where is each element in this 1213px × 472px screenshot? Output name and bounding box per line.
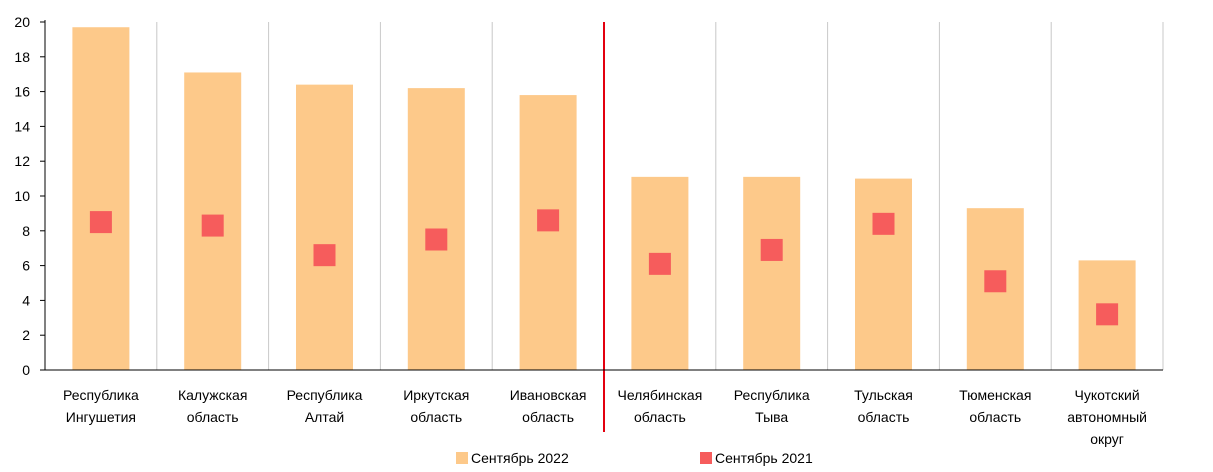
x-tick-labels: Республика Ингушетия Калужская область Респу…: [63, 387, 1147, 447]
legend-swatch: [456, 452, 468, 464]
y-tick-label: 20: [14, 14, 30, 30]
x-tick-label: область: [969, 409, 1021, 425]
y-tick-label: 14: [14, 118, 30, 134]
x-tick-label: область: [187, 409, 239, 425]
legend-swatch: [700, 452, 712, 464]
x-tick-label: Тыва: [755, 409, 788, 425]
marker-point: [872, 212, 895, 235]
legend: Сентябрь 2022 Сентябрь 2021: [456, 450, 813, 466]
y-tick-label: 2: [22, 327, 30, 343]
legend-label: Сентябрь 2022: [471, 450, 569, 466]
y-tick-label: 4: [22, 292, 30, 308]
bar: [743, 176, 801, 370]
bar: [72, 27, 130, 370]
marker-point: [89, 211, 112, 234]
marker-point: [1096, 303, 1119, 326]
legend-label: Сентябрь 2021: [715, 450, 813, 466]
x-tick-label: область: [858, 409, 910, 425]
x-tick-label: Калужская: [178, 387, 247, 403]
bar: [855, 178, 912, 370]
marker-point: [760, 238, 783, 261]
y-tick-label: 16: [14, 84, 30, 100]
x-tick-label: область: [634, 409, 686, 425]
y-tick-label: 0: [22, 362, 30, 378]
x-tick-label: Республика: [63, 387, 139, 403]
bar: [296, 84, 353, 370]
x-tick-label: Республика: [734, 387, 810, 403]
y-tick-label: 6: [22, 258, 30, 274]
x-tick-label: округ: [1090, 431, 1124, 447]
marker-series: [89, 209, 1119, 326]
bar-series: [72, 27, 1136, 371]
x-tick-label: автономный: [1067, 409, 1147, 425]
bar: [519, 95, 577, 370]
x-tick-label: Тюменская: [959, 387, 1031, 403]
y-tick-label: 12: [14, 153, 30, 169]
y-tick-label: 10: [14, 188, 30, 204]
marker-point: [537, 209, 560, 232]
x-tick-label: Иркутская: [403, 387, 469, 403]
marker-point: [313, 244, 336, 267]
x-tick-label: Алтай: [305, 409, 344, 425]
marker-point: [425, 228, 448, 251]
x-tick-label: Тульская: [854, 387, 913, 403]
marker-point: [648, 252, 671, 275]
marker-point: [984, 270, 1007, 293]
y-tick-labels: 0 2 4 6 8 10 12 14 16 18 20: [14, 14, 30, 378]
x-tick-label: Республика: [287, 387, 363, 403]
x-tick-label: Челябинская: [618, 387, 703, 403]
x-tick-label: область: [410, 409, 462, 425]
x-tick-label: Ивановская: [510, 387, 587, 403]
y-tick-label: 18: [14, 49, 30, 65]
x-tick-label: область: [522, 409, 574, 425]
axes: [40, 20, 1163, 371]
x-tick-label: Ингушетия: [66, 409, 136, 425]
marker-point: [201, 214, 224, 237]
x-tick-label: Чукотский: [1075, 387, 1140, 403]
y-tick-label: 8: [22, 223, 30, 239]
